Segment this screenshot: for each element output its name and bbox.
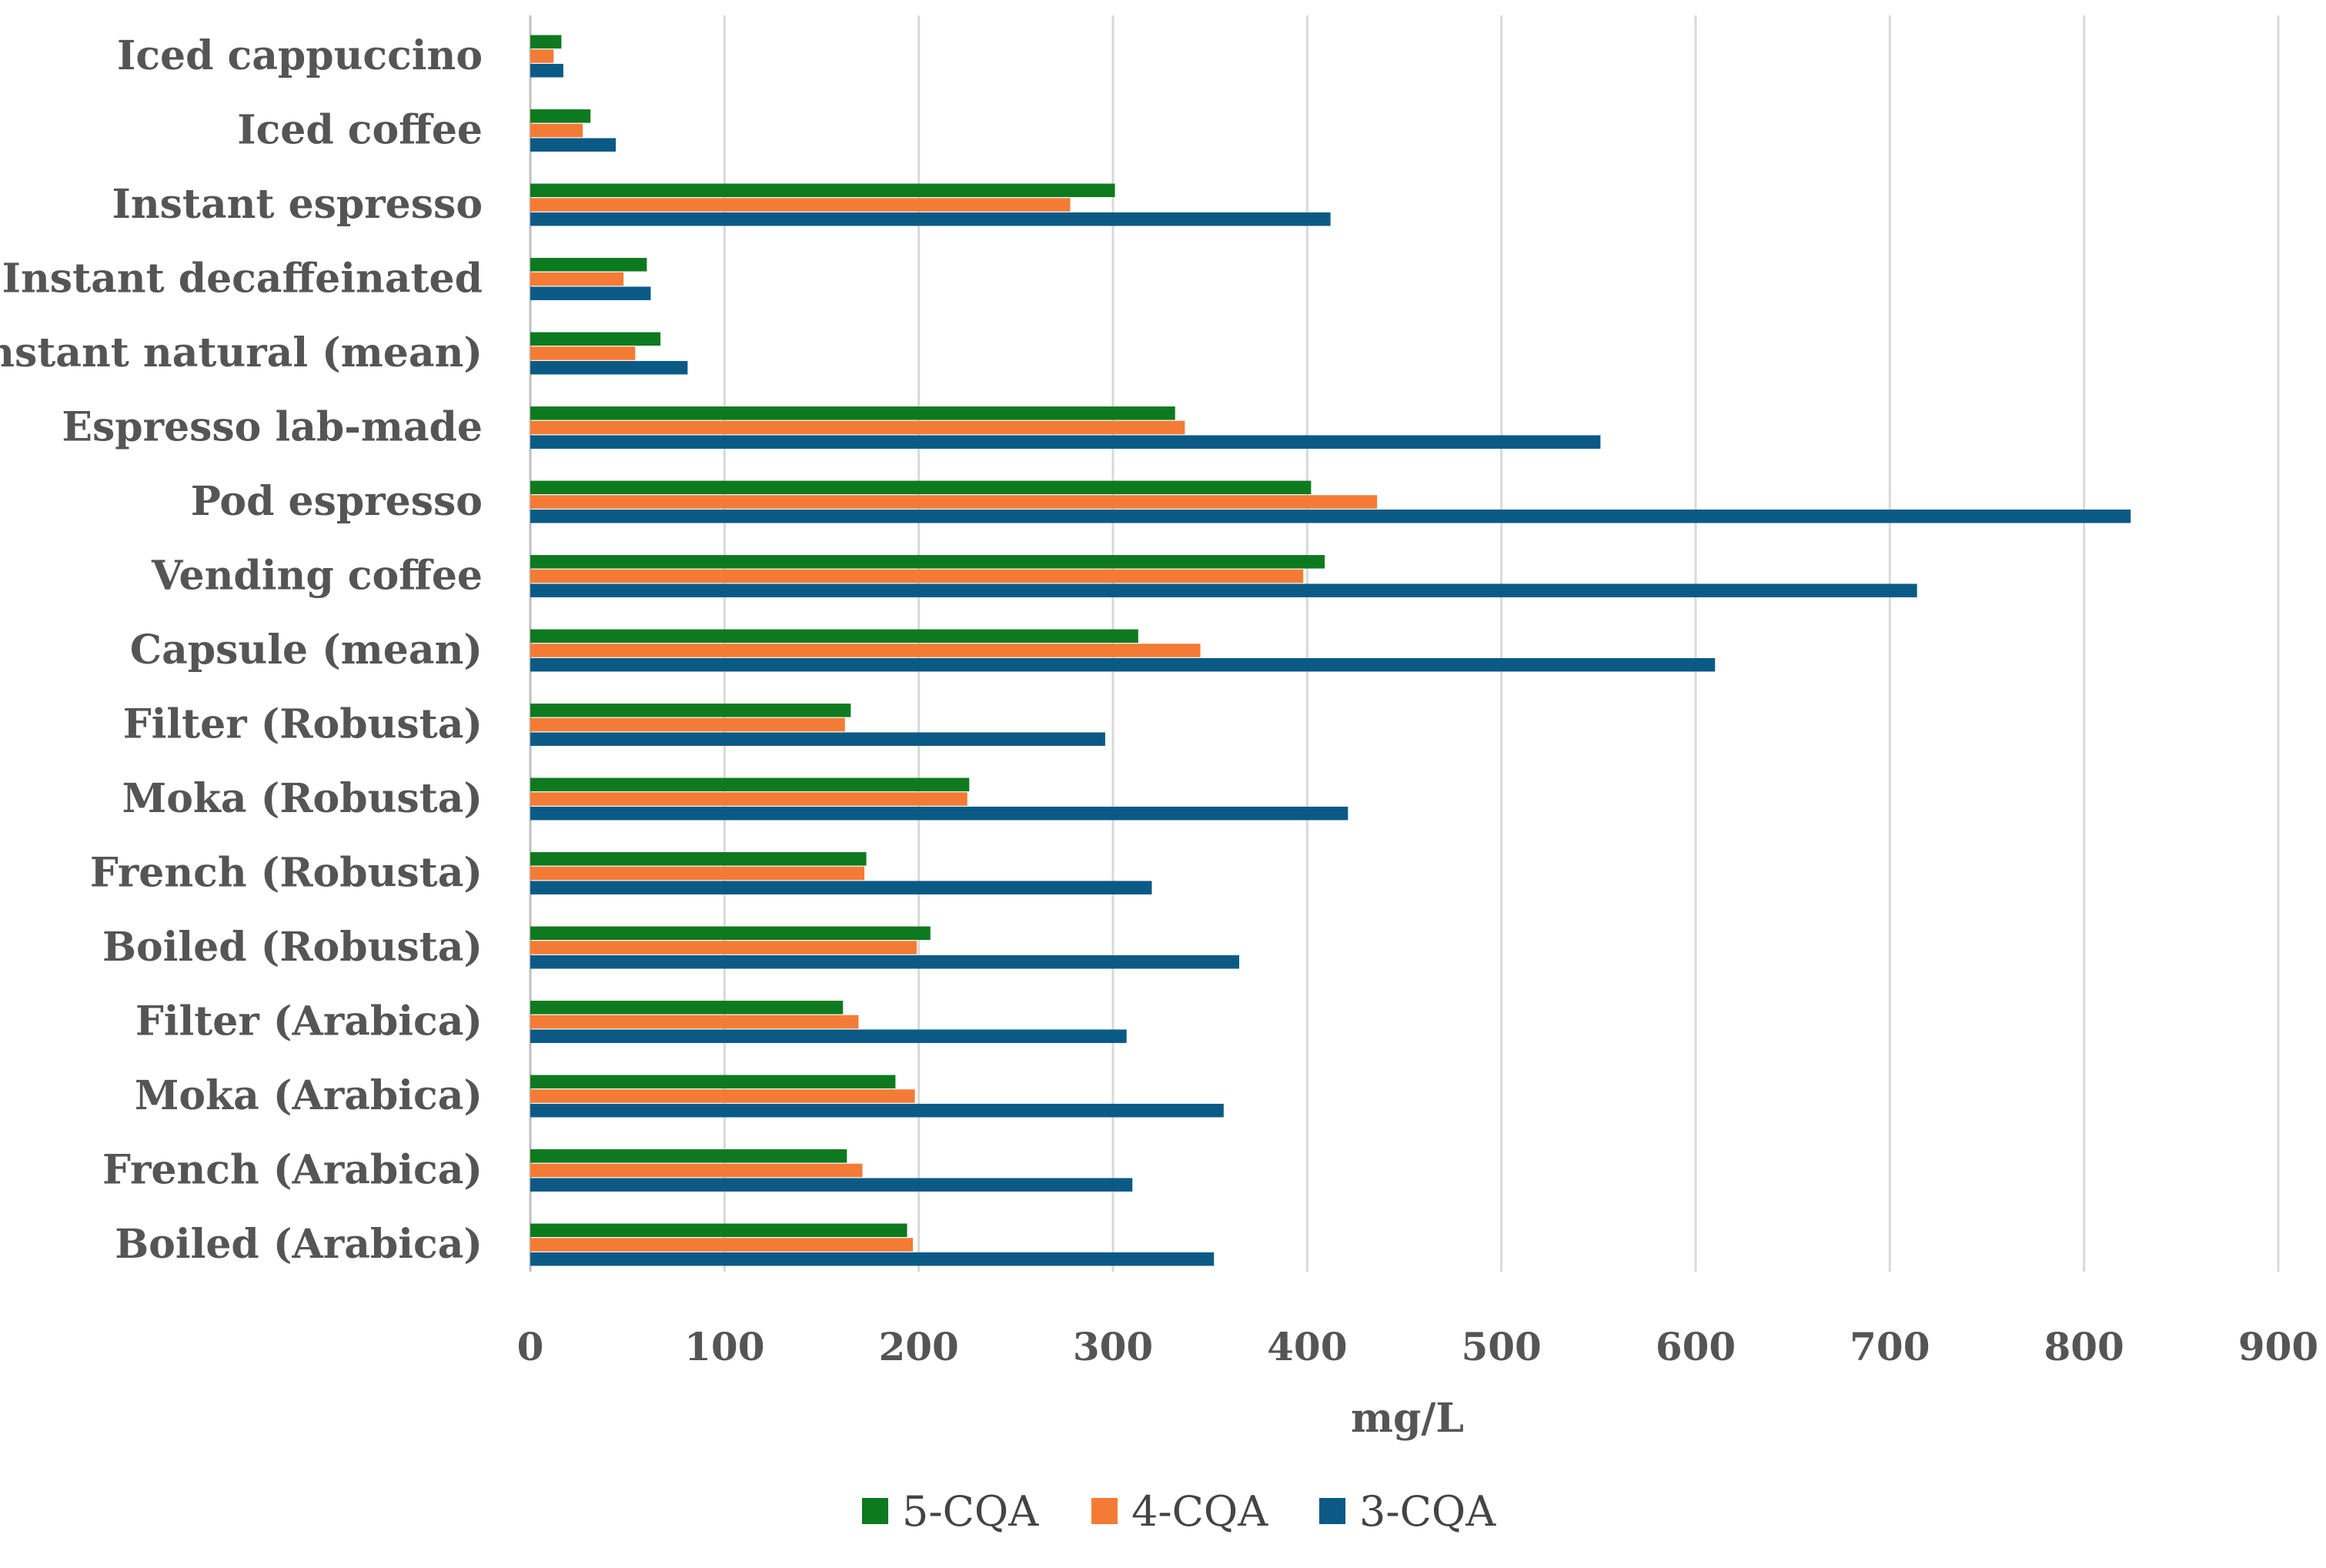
category-label: Capsule (mean): [130, 627, 483, 674]
bar-4-cqa: [530, 644, 1201, 657]
bar-4-cqa: [530, 1089, 915, 1103]
bar-3-cqa: [530, 360, 688, 375]
category-label: French (Robusta): [90, 850, 483, 897]
x-tick-label: 400: [1267, 1324, 1347, 1369]
bar-5-cqa: [530, 1001, 844, 1015]
bar-3-cqa: [530, 881, 1152, 894]
category-label: Moka (Arabica): [135, 1072, 483, 1119]
category-label: Instant natural (mean): [0, 329, 483, 376]
bar-5-cqa: [530, 332, 661, 346]
bar-4-cqa: [530, 49, 554, 63]
bar-4-cqa: [530, 420, 1185, 435]
bar-5-cqa: [530, 1223, 907, 1238]
category-label: Iced cappuccino: [117, 32, 483, 79]
bar-4-cqa: [530, 198, 1071, 212]
bar-4-cqa: [530, 272, 624, 286]
x-tick-label: 700: [1850, 1324, 1930, 1369]
bar-5-cqa: [530, 1149, 847, 1163]
category-label: Iced coffee: [237, 107, 483, 154]
legend-label: 5-CQA: [902, 1487, 1039, 1536]
legend-swatch-3-cqa: [1319, 1498, 1345, 1524]
bar-4-cqa: [530, 346, 636, 360]
category-label: Moka (Robusta): [122, 775, 483, 822]
bar-3-cqa: [530, 732, 1105, 746]
x-tick-label: 0: [517, 1324, 544, 1369]
bar-5-cqa: [530, 35, 562, 49]
bar-4-cqa: [530, 569, 1304, 583]
bar-5-cqa: [530, 777, 970, 792]
bar-3-cqa: [530, 955, 1240, 969]
bar-5-cqa: [530, 926, 931, 941]
category-label: Espresso lab-made: [62, 404, 483, 451]
bars: [530, 35, 2131, 1266]
bar-4-cqa: [530, 866, 865, 881]
bar-3-cqa: [530, 806, 1348, 821]
bar-4-cqa: [530, 717, 845, 732]
bar-5-cqa: [530, 1075, 896, 1089]
x-axis-title: mg/L: [1351, 1395, 1464, 1442]
bar-3-cqa: [530, 63, 563, 78]
category-label: Instant espresso: [112, 181, 483, 228]
category-label: Instant decaffeinated: [2, 256, 483, 303]
bar-4-cqa: [530, 1015, 859, 1029]
bar-5-cqa: [530, 852, 867, 866]
bar-5-cqa: [530, 183, 1115, 198]
bar-4-cqa: [530, 1238, 914, 1252]
bar-3-cqa: [530, 1178, 1133, 1192]
x-tick-label: 800: [2044, 1324, 2124, 1369]
x-tick-label: 600: [1656, 1324, 1736, 1369]
bar-5-cqa: [530, 406, 1175, 420]
legend-label: 3-CQA: [1359, 1487, 1496, 1536]
legend: 5-CQA 4-CQA 3-CQA: [862, 1487, 1496, 1536]
bar-4-cqa: [530, 1163, 863, 1178]
category-label: Vending coffee: [151, 553, 483, 600]
bar-4-cqa: [530, 941, 917, 955]
bar-3-cqa: [530, 1252, 1215, 1266]
x-tick-label: 500: [1461, 1324, 1541, 1369]
bar-4-cqa: [530, 495, 1378, 509]
bar-3-cqa: [530, 286, 651, 300]
bar-5-cqa: [530, 109, 591, 123]
bar-3-cqa: [530, 583, 1917, 597]
bar-3-cqa: [530, 212, 1331, 226]
bar-4-cqa: [530, 123, 583, 138]
x-tick-label: 900: [2238, 1324, 2318, 1369]
x-tick-labels: 0 100 200 300 400 500 600 700 800 900: [517, 1324, 2319, 1369]
x-tick-label: 100: [684, 1324, 764, 1369]
bar-5-cqa: [530, 258, 647, 272]
category-labels: Iced cappuccino Iced coffee Instant espres…: [0, 32, 483, 1268]
x-tick-label: 300: [1073, 1324, 1153, 1369]
category-label: Boiled (Robusta): [102, 924, 483, 971]
category-label: Filter (Arabica): [135, 998, 483, 1045]
legend-swatch-5-cqa: [862, 1498, 888, 1524]
category-label: French (Arabica): [102, 1147, 483, 1194]
bar-5-cqa: [530, 704, 851, 717]
bar-3-cqa: [530, 509, 2131, 523]
bar-4-cqa: [530, 792, 967, 806]
bar-5-cqa: [530, 629, 1138, 644]
bar-5-cqa: [530, 480, 1312, 495]
bar-5-cqa: [530, 555, 1325, 569]
bar-3-cqa: [530, 1029, 1127, 1043]
legend-swatch-4-cqa: [1091, 1498, 1118, 1524]
bar-3-cqa: [530, 435, 1601, 449]
category-label: Pod espresso: [191, 478, 483, 525]
legend-label: 4-CQA: [1131, 1487, 1268, 1536]
bar-3-cqa: [530, 657, 1716, 672]
bar-3-cqa: [530, 138, 617, 152]
category-label: Boiled (Arabica): [115, 1221, 483, 1268]
x-tick-label: 200: [878, 1324, 958, 1369]
category-label: Filter (Robusta): [123, 701, 483, 748]
bar-3-cqa: [530, 1103, 1224, 1118]
